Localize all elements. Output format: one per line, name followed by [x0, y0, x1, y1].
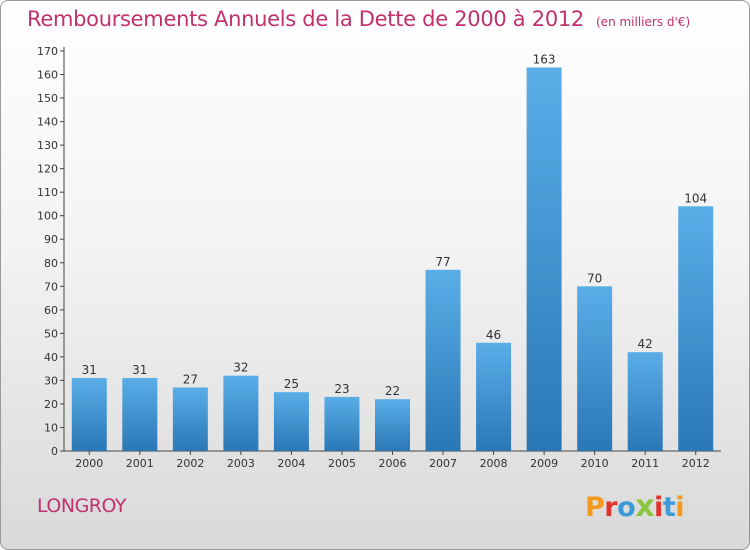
- data-label-2002: 27: [183, 372, 198, 386]
- y-tick-label: 40: [44, 351, 58, 364]
- x-tick-label-2007: 2007: [429, 457, 457, 470]
- y-tick-label: 170: [37, 45, 58, 58]
- x-tick-label-2000: 2000: [75, 457, 103, 470]
- bar-2004: [273, 392, 309, 451]
- bar-2012: [678, 206, 714, 451]
- logo-letter: P: [585, 492, 605, 523]
- data-label-2010: 70: [587, 271, 602, 285]
- x-tick-label-2008: 2008: [480, 457, 508, 470]
- data-label-2004: 25: [284, 377, 299, 391]
- x-tick-label-2006: 2006: [379, 457, 407, 470]
- y-tick-label: 70: [44, 280, 58, 293]
- y-tick-label: 140: [37, 116, 58, 129]
- bar-2006: [375, 399, 410, 451]
- logo-letter: r: [604, 492, 618, 523]
- bar-2009: [526, 67, 562, 452]
- y-tick-label: 110: [37, 186, 58, 199]
- logo-letter: i: [654, 492, 663, 523]
- y-tick-label: 10: [44, 421, 58, 434]
- y-tick-label: 120: [37, 163, 58, 176]
- chart-title: Remboursements Annuels de la Dette de 20…: [27, 7, 690, 31]
- y-tick-label: 0: [51, 445, 58, 458]
- data-label-2000: 31: [82, 363, 97, 377]
- bar-2001: [122, 378, 158, 451]
- x-tick-label-2011: 2011: [631, 457, 659, 470]
- bar-2003: [223, 375, 259, 451]
- data-label-2007: 77: [435, 255, 450, 269]
- logo-letter: i: [675, 492, 684, 523]
- chart-axes: 0 10 20 30 40 50 60 70 80 90 100 110 120 130 140 150 160…: [37, 45, 721, 458]
- y-tick-label: 90: [44, 233, 58, 246]
- y-tick-label: 80: [44, 257, 58, 270]
- bar-2002: [172, 387, 208, 451]
- town-name: LONGROY: [37, 495, 127, 517]
- y-tick-label: 100: [37, 210, 58, 223]
- x-tick-label-2002: 2002: [176, 457, 204, 470]
- logo-letter: x: [635, 489, 655, 524]
- bar-2000: [71, 378, 107, 451]
- y-tick-label: 150: [37, 92, 58, 105]
- logo-letter: o: [617, 492, 636, 523]
- bar-2011: [627, 352, 663, 451]
- chart-bars: 31 2000 31 2001 27 2002 32 2003 25 2004 23 2005 22 20…: [71, 52, 714, 470]
- x-tick-label-2009: 2009: [530, 457, 558, 470]
- data-label-2003: 32: [233, 361, 248, 375]
- y-tick-label: 60: [44, 304, 58, 317]
- y-tick-label: 30: [44, 374, 58, 387]
- x-tick-label-2003: 2003: [227, 457, 255, 470]
- data-label-2006: 22: [385, 384, 400, 398]
- bar-2007: [425, 269, 461, 451]
- data-label-2001: 31: [132, 363, 147, 377]
- data-label-2008: 46: [486, 328, 501, 342]
- data-label-2005: 23: [334, 382, 349, 396]
- chart-title-text: Remboursements Annuels de la Dette de 20…: [27, 7, 584, 31]
- bar-2010: [577, 286, 613, 451]
- logo-letter: t: [662, 492, 676, 523]
- data-label-2011: 42: [638, 337, 653, 351]
- x-tick-label-2004: 2004: [277, 457, 305, 470]
- y-tick-label: 50: [44, 327, 58, 340]
- x-tick-label-2001: 2001: [126, 457, 154, 470]
- bar-2005: [324, 396, 360, 451]
- chart-unit: (en milliers d'€): [596, 15, 691, 29]
- bar-2008: [476, 342, 512, 451]
- x-tick-label-2010: 2010: [581, 457, 609, 470]
- proxiti-logo[interactable]: Proxiti: [585, 489, 684, 524]
- y-tick-label: 130: [37, 139, 58, 152]
- data-label-2009: 163: [533, 52, 556, 66]
- x-tick-label-2005: 2005: [328, 457, 356, 470]
- y-tick-label: 20: [44, 398, 58, 411]
- x-tick-label-2012: 2012: [682, 457, 710, 470]
- data-label-2012: 104: [684, 191, 707, 205]
- y-tick-label: 160: [37, 69, 58, 82]
